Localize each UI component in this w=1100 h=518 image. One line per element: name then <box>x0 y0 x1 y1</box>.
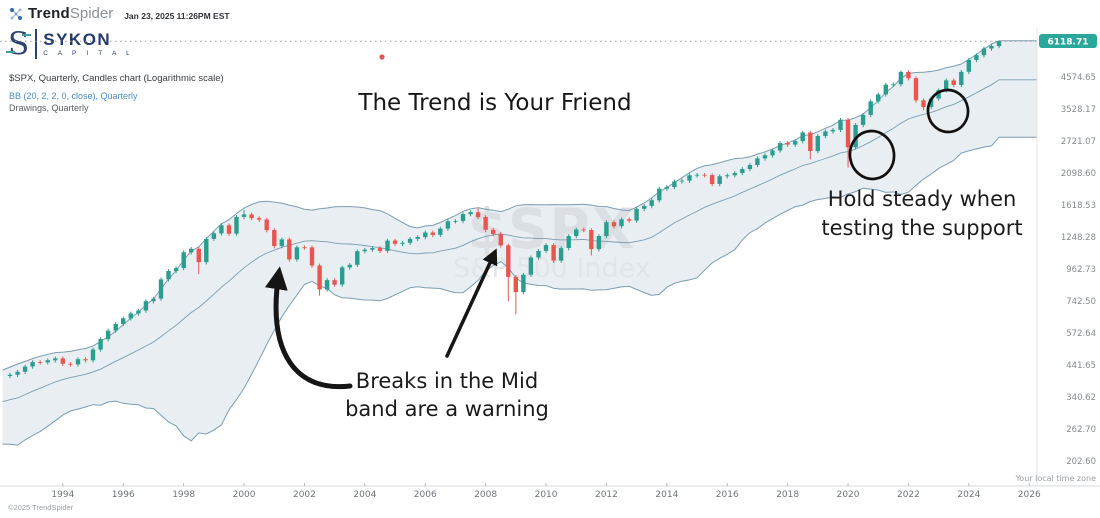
logo-divider <box>35 29 38 59</box>
brand-spider: Spider <box>69 5 114 22</box>
axes[interactable]: 4574.65 3528.17 2721.07 2098.60 1618.53 1248.… <box>0 28 1100 500</box>
text-annotations: The Trend is Your Friend Breaks in the M… <box>345 90 1096 483</box>
logo-subtitle: C A P I T A L <box>43 49 134 57</box>
price-axis-label: 4574.65 <box>1061 73 1096 83</box>
brand-name-bold: TrendSpider <box>28 5 113 23</box>
price-axis-label: 742.50 <box>1066 297 1096 307</box>
price-axis-label: 572.64 <box>1066 329 1096 339</box>
sykon-capital-logo: S SYKON C A P I T A L <box>6 26 134 62</box>
time-axis-label: 2020 <box>837 490 860 500</box>
time-axis-label: 2010 <box>535 490 558 500</box>
legend-drawings-row[interactable]: Drawings, Quarterly <box>9 103 89 113</box>
circle-drawing[interactable] <box>925 87 970 134</box>
price-axis-label: 2721.07 <box>1061 137 1096 147</box>
sykon-s-mark: S <box>6 26 32 62</box>
time-axis-label: 2018 <box>776 490 799 500</box>
red-dot-drawing[interactable] <box>379 54 385 60</box>
price-badge-background <box>1039 34 1097 48</box>
annotation-midband-line2: band are a warning <box>345 397 549 421</box>
time-axis-label: 1996 <box>112 490 135 500</box>
time-axis-label: 2000 <box>233 490 256 500</box>
price-badge-value: 6118.71 <box>1048 37 1089 47</box>
timezone-label[interactable]: Your local time zone <box>1014 474 1096 483</box>
price-axis-label: 1618.53 <box>1061 201 1096 211</box>
annotation-support-line1: Hold steady when <box>828 187 1017 211</box>
price-axis-label: 1248.28 <box>1061 233 1096 243</box>
price-axis-label: 340.62 <box>1066 393 1096 403</box>
price-axis-label: 202.60 <box>1066 457 1096 467</box>
time-axis-label: 2026 <box>1018 490 1041 500</box>
time-axis-label: 2006 <box>414 490 437 500</box>
time-axis-label: 2024 <box>957 490 980 500</box>
time-axis-label: 2008 <box>474 490 497 500</box>
logo-name: SYKON <box>43 29 112 49</box>
price-axis-label: 962.73 <box>1066 265 1096 275</box>
copyright-label: ©2025 TrendSpider <box>8 503 74 512</box>
annotation-support-line2: testing the support <box>821 216 1022 240</box>
annotation-midband-line1: Breaks in the Mid <box>356 369 538 393</box>
legend-bb-indicator-row[interactable]: BB (20, 2, 2, 0, close), Quarterly <box>9 91 138 101</box>
time-axis-label: 2002 <box>293 490 316 500</box>
arrow-drawing[interactable] <box>265 266 353 390</box>
price-axis-label: 3528.17 <box>1061 105 1096 115</box>
time-axis-label: 1994 <box>51 490 74 500</box>
chart-timestamp: Jan 23, 2025 11:26PM EST <box>124 10 230 21</box>
time-axis-label: 2004 <box>353 490 376 500</box>
legend-symbol-row[interactable]: $SPX, Quarterly, Candles chart (Logarith… <box>9 73 224 84</box>
bollinger-band-area <box>2 40 1037 446</box>
price-badge: 6118.71 <box>1039 34 1097 48</box>
time-axis-label: 1998 <box>172 490 195 500</box>
hand-drawings[interactable] <box>265 54 971 390</box>
time-axis-label: 2022 <box>897 490 920 500</box>
price-axis-label: 2098.60 <box>1061 169 1096 179</box>
annotation-title: The Trend is Your Friend <box>357 90 631 116</box>
app-header: TrendSpider Jan 23, 2025 11:26PM EST <box>8 5 230 23</box>
trendspider-logo-icon <box>9 7 23 21</box>
brand-trend: Trend <box>28 5 70 22</box>
candles-series <box>7 41 1002 379</box>
time-axis-label: 2014 <box>655 490 678 500</box>
price-axis-label: 262.70 <box>1066 425 1096 435</box>
price-axis-label: 441.65 <box>1066 361 1096 371</box>
time-axis-label: 2012 <box>595 490 618 500</box>
circle-drawing[interactable] <box>847 128 897 182</box>
arrow-drawing[interactable] <box>445 248 498 358</box>
time-axis-label: 2016 <box>716 490 739 500</box>
chart-legend: $SPX, Quarterly, Candles chart (Logarith… <box>9 73 224 113</box>
